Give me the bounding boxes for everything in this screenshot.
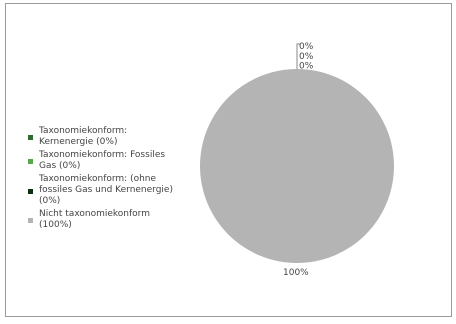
pie-chart: 0%0%0%100%	[200, 42, 394, 278]
legend-swatch-fossiles-gas	[28, 159, 33, 164]
legend-swatch-kernenergie	[28, 135, 33, 140]
legend-item-kernenergie: Taxonomiekonform: Kernenergie (0%)	[26, 126, 176, 148]
legend-label-kernenergie: Taxonomiekonform: Kernenergie (0%)	[39, 126, 128, 147]
legend-swatch-ohne-gas-kernenergie	[28, 189, 33, 194]
chart-frame: Taxonomiekonform: Kernenergie (0%) Taxon…	[5, 3, 452, 317]
zero-label-leader-line	[296, 43, 300, 69]
legend-swatch-nicht-konform	[28, 218, 33, 223]
legend: Taxonomiekonform: Kernenergie (0%) Taxon…	[26, 126, 176, 233]
data-label-2: 0%	[299, 62, 314, 72]
data-label-3: 100%	[283, 268, 309, 278]
legend-item-fossiles-gas: Taxonomiekonform: Fossiles Gas (0%)	[26, 150, 176, 172]
legend-label-ohne-gas-kernenergie: Taxonomiekonform: (ohne fossiles Gas und…	[39, 174, 173, 206]
pie-slice-nicht-taxonomiekonform-100	[200, 69, 394, 263]
legend-item-nicht-konform: Nicht taxonomiekonform (100%)	[26, 209, 176, 231]
data-label-0: 0%	[299, 42, 314, 52]
legend-item-ohne-gas-kernenergie: Taxonomiekonform: (ohne fossiles Gas und…	[26, 174, 176, 207]
legend-label-fossiles-gas: Taxonomiekonform: Fossiles Gas (0%)	[39, 150, 166, 171]
data-label-1: 0%	[299, 52, 314, 62]
legend-label-nicht-konform: Nicht taxonomiekonform (100%)	[39, 209, 150, 230]
